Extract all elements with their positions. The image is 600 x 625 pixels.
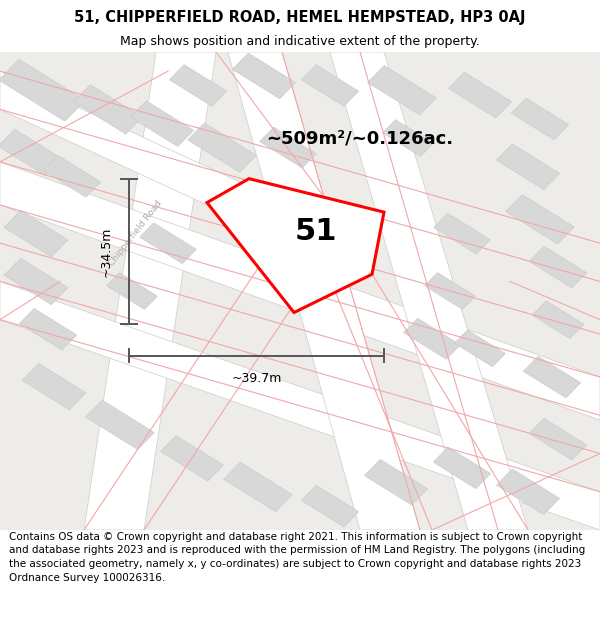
Polygon shape [84,52,216,530]
Bar [455,330,505,367]
Bar [0,129,62,176]
Text: 51, CHIPPERFIELD ROAD, HEMEL HEMPSTEAD, HP3 0AJ: 51, CHIPPERFIELD ROAD, HEMEL HEMPSTEAD, … [74,11,526,26]
Polygon shape [0,71,300,248]
Polygon shape [207,179,384,312]
Bar [161,436,223,481]
Bar [368,66,436,115]
Bar [107,272,157,309]
Polygon shape [0,281,600,530]
Bar [43,156,101,197]
Bar [529,246,587,288]
Bar [425,272,475,309]
Polygon shape [0,162,600,420]
Text: ~34.5m: ~34.5m [100,226,113,277]
Text: ~509m²/~0.126ac.: ~509m²/~0.126ac. [266,129,454,147]
Text: Chipperfield Road: Chipperfield Road [107,199,163,268]
Bar [433,447,491,489]
Bar [496,144,560,189]
Bar [301,486,359,527]
Bar [404,318,460,359]
Polygon shape [228,52,420,530]
Bar [434,213,490,254]
Polygon shape [330,52,528,530]
Text: 51: 51 [295,217,337,246]
Bar [224,462,292,512]
Bar [74,85,142,134]
Bar [188,123,256,172]
Bar [523,356,581,398]
Bar [529,418,587,460]
Bar [506,194,574,244]
Bar [4,258,68,304]
Bar [383,119,433,156]
Bar [301,64,359,106]
Bar [364,459,428,505]
Bar [511,98,569,140]
Bar [4,211,68,257]
Bar [448,72,512,118]
Bar [169,64,227,106]
Bar [19,309,77,350]
Bar [86,400,154,449]
Text: ~39.7m: ~39.7m [232,372,281,385]
Bar [22,363,86,410]
Text: Contains OS data © Crown copyright and database right 2021. This information is : Contains OS data © Crown copyright and d… [9,532,585,582]
Bar [496,469,560,514]
Bar [130,101,194,146]
Bar [0,59,85,121]
Bar [232,53,296,99]
Bar [532,301,584,339]
Bar [260,127,316,168]
Bar [140,222,196,264]
Text: Map shows position and indicative extent of the property.: Map shows position and indicative extent… [120,36,480,48]
